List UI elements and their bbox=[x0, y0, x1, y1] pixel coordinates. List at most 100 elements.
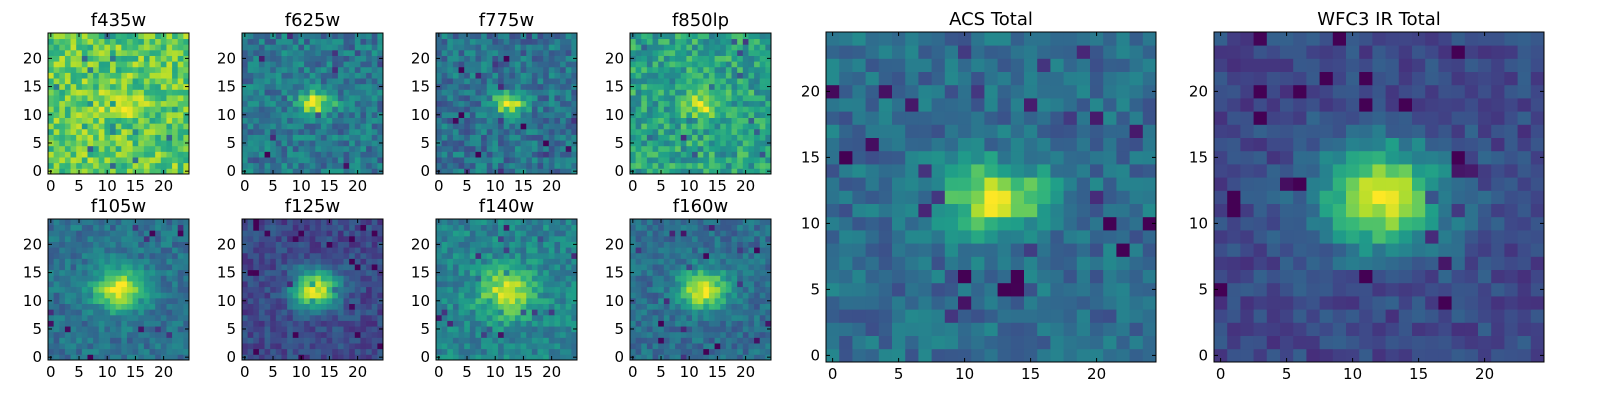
heatmap-cell bbox=[377, 157, 383, 163]
heatmap-cell bbox=[442, 343, 448, 349]
heatmap-cell bbox=[521, 157, 527, 163]
heatmap-cell bbox=[664, 61, 670, 67]
heatmap-cell bbox=[144, 242, 150, 248]
heatmap-cell bbox=[133, 281, 139, 287]
heatmap-cell bbox=[315, 287, 321, 293]
heatmap-cell bbox=[315, 84, 321, 90]
heatmap-cell bbox=[521, 56, 527, 62]
heatmap-cell bbox=[748, 39, 754, 45]
heatmap-cell bbox=[110, 349, 116, 355]
heatmap-cell bbox=[532, 67, 538, 73]
heatmap-cell bbox=[636, 168, 642, 174]
heatmap-cell bbox=[349, 275, 355, 281]
heatmap-cell bbox=[133, 101, 139, 107]
heatmap-cell bbox=[538, 275, 544, 281]
y-tick-label: 5 bbox=[32, 134, 42, 152]
heatmap-cell bbox=[259, 315, 265, 321]
heatmap-cell bbox=[265, 270, 271, 276]
heatmap-cell bbox=[760, 146, 766, 152]
heatmap-cell bbox=[287, 67, 293, 73]
heatmap-cell bbox=[315, 264, 321, 270]
heatmap-cell bbox=[59, 298, 65, 304]
heatmap-cell bbox=[515, 163, 521, 169]
heatmap-cell bbox=[293, 112, 299, 118]
heatmap-cell bbox=[521, 253, 527, 259]
heatmap-cell bbox=[748, 129, 754, 135]
heatmap-cell bbox=[298, 129, 304, 135]
heatmap-cell bbox=[636, 129, 642, 135]
heatmap-cell bbox=[355, 304, 361, 310]
heatmap-cell bbox=[338, 101, 344, 107]
heatmap-cell bbox=[686, 123, 692, 129]
heatmap-cell bbox=[720, 33, 726, 39]
heatmap-cell bbox=[183, 236, 189, 242]
heatmap-cell bbox=[366, 50, 372, 56]
heatmap-cell bbox=[732, 168, 738, 174]
heatmap-cell bbox=[641, 304, 647, 310]
heatmap-cell bbox=[344, 270, 350, 276]
heatmap-cell bbox=[453, 106, 459, 112]
heatmap-cell bbox=[338, 298, 344, 304]
heatmap-cell bbox=[172, 168, 178, 174]
heatmap-cell bbox=[538, 321, 544, 327]
heatmap-cell bbox=[692, 95, 698, 101]
heatmap-cell bbox=[116, 140, 122, 146]
heatmap-cell bbox=[138, 321, 144, 327]
heatmap-cell bbox=[521, 135, 527, 141]
heatmap-cell bbox=[54, 168, 60, 174]
heatmap-cell bbox=[54, 78, 60, 84]
heatmap-cell bbox=[675, 304, 681, 310]
heatmap-cell bbox=[161, 101, 167, 107]
heatmap-cell bbox=[293, 140, 299, 146]
heatmap-cell bbox=[698, 135, 704, 141]
heatmap-cell bbox=[287, 275, 293, 281]
y-tick-label: 0 bbox=[420, 348, 430, 366]
heatmap-cell bbox=[641, 89, 647, 95]
heatmap-cell bbox=[116, 258, 122, 264]
heatmap-cell bbox=[560, 146, 566, 152]
heatmap-cell bbox=[121, 56, 127, 62]
heatmap-cell bbox=[287, 123, 293, 129]
heatmap-cell bbox=[349, 321, 355, 327]
heatmap-cell bbox=[276, 44, 282, 50]
heatmap-cell bbox=[481, 61, 487, 67]
heatmap-cell bbox=[675, 337, 681, 343]
heatmap-cell bbox=[127, 168, 133, 174]
heatmap-cell bbox=[743, 281, 749, 287]
heatmap-cell bbox=[321, 332, 327, 338]
heatmap-cell bbox=[475, 106, 481, 112]
heatmap-cell bbox=[754, 67, 760, 73]
heatmap-cell bbox=[372, 163, 378, 169]
heatmap-cell bbox=[183, 129, 189, 135]
heatmap-cell bbox=[372, 315, 378, 321]
heatmap-cell bbox=[54, 151, 60, 157]
heatmap-cell bbox=[754, 78, 760, 84]
heatmap-cell bbox=[54, 236, 60, 242]
heatmap-cell bbox=[566, 219, 572, 225]
heatmap-cell bbox=[698, 84, 704, 90]
heatmap-cell bbox=[93, 84, 99, 90]
heatmap-cell bbox=[641, 84, 647, 90]
heatmap-cell bbox=[76, 157, 82, 163]
heatmap-cell bbox=[178, 337, 184, 343]
heatmap-cell bbox=[344, 287, 350, 293]
heatmap-cell bbox=[82, 112, 88, 118]
heatmap-cell bbox=[492, 247, 498, 253]
heatmap-cell bbox=[732, 95, 738, 101]
heatmap-cell bbox=[93, 118, 99, 124]
heatmap-cell bbox=[265, 56, 271, 62]
heatmap-cell bbox=[59, 315, 65, 321]
heatmap-cell bbox=[715, 95, 721, 101]
heatmap-cell bbox=[686, 304, 692, 310]
heatmap-cell bbox=[498, 292, 504, 298]
heatmap-cell bbox=[121, 163, 127, 169]
heatmap-cell bbox=[464, 129, 470, 135]
heatmap-cell bbox=[675, 275, 681, 281]
heatmap-cell bbox=[82, 61, 88, 67]
heatmap-cell bbox=[65, 298, 71, 304]
heatmap-cell bbox=[732, 44, 738, 50]
heatmap-cell bbox=[737, 287, 743, 293]
heatmap-cell bbox=[304, 321, 310, 327]
heatmap-cell bbox=[372, 264, 378, 270]
heatmap-cell bbox=[99, 50, 105, 56]
